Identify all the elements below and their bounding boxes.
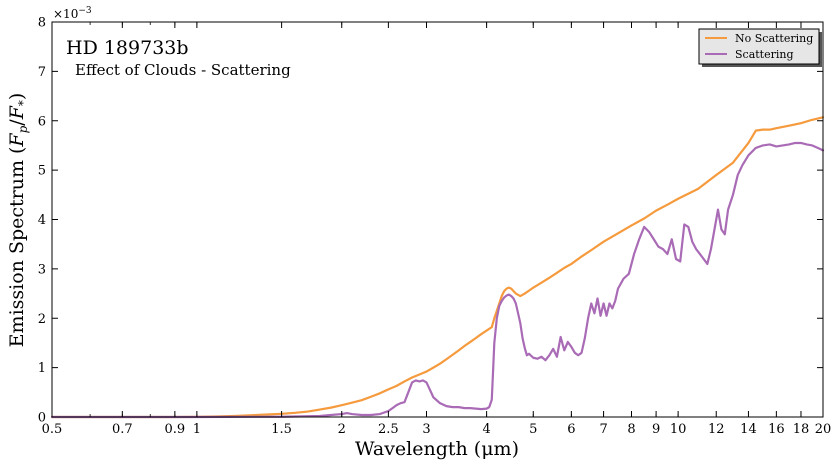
- y-axis-title-numerator: F: [6, 133, 28, 148]
- y-multiplier-base: ×10: [53, 7, 78, 21]
- legend: No Scattering Scattering: [698, 28, 822, 67]
- x-tick-label: 4: [482, 422, 490, 437]
- y-axis-multiplier: ×10−3: [53, 6, 92, 21]
- x-tick-label: 8: [627, 422, 635, 437]
- x-tick-label: 6: [567, 422, 575, 437]
- series-line-no-scattering: [50, 116, 825, 419]
- y-axis-title-suffix: ): [6, 93, 28, 100]
- x-tick-label: 3: [422, 422, 430, 437]
- legend-label-no-scattering: No Scattering: [735, 32, 813, 45]
- axis-ticks: 0.5 0.7 0.9 1 1.5 2 2.5 3 4 5 6 7 8 9 10 12 14 16 18 200123…: [38, 16, 832, 438]
- x-tick-label: 2.5: [378, 422, 399, 437]
- x-tick-label: 7: [599, 422, 607, 437]
- x-tick-label: 18: [793, 422, 810, 437]
- series-line-scattering: [50, 141, 825, 419]
- x-tick-label: 16: [768, 422, 785, 437]
- x-tick-label: 9: [652, 422, 660, 437]
- x-tick-label: 2: [338, 422, 346, 437]
- y-tick-label: 1: [38, 361, 46, 376]
- y-axis-title-denominator: F: [6, 105, 28, 120]
- x-tick-label: 14: [740, 422, 757, 437]
- chart-title: HD 189733b: [66, 37, 189, 59]
- y-tick-label: 0: [38, 411, 46, 426]
- x-tick-label: 12: [708, 422, 725, 437]
- plot-frame: [51, 21, 824, 418]
- legend-label-scattering: Scattering: [735, 48, 794, 61]
- x-tick-label: 0.5: [42, 422, 63, 437]
- x-tick-label: 10: [670, 422, 687, 437]
- y-tick-label: 7: [38, 65, 46, 80]
- y-tick-label: 4: [38, 213, 46, 228]
- x-tick-label: 1: [193, 422, 201, 437]
- y-tick-label: 6: [38, 114, 46, 129]
- y-axis-title-slash: /: [6, 119, 28, 126]
- plot-lines: [50, 116, 825, 419]
- y-axis-title-prefix: Emission Spectrum (: [6, 147, 28, 348]
- x-tick-label: 1.5: [271, 422, 292, 437]
- y-tick-label: 3: [38, 262, 46, 277]
- x-tick-label: 0.7: [112, 422, 133, 437]
- y-axis-title-numerator-sub: p: [16, 125, 30, 133]
- y-tick-label: 8: [38, 16, 46, 31]
- legend-box: [698, 28, 820, 65]
- x-tick-label: 20: [815, 422, 832, 437]
- chart-subtitle: Effect of Clouds - Scattering: [75, 61, 291, 79]
- x-tick-label: 5: [529, 422, 537, 437]
- y-tick-label: 2: [38, 312, 46, 327]
- y-multiplier-exponent: −3: [78, 6, 92, 16]
- x-axis-title: Wavelength (μm): [355, 438, 519, 460]
- y-axis-title-denominator-sub: *: [16, 100, 30, 106]
- y-axis-title: Emission Spectrum (Fp/F*): [6, 93, 30, 348]
- y-tick-label: 5: [38, 164, 46, 179]
- x-tick-label: 0.9: [165, 422, 186, 437]
